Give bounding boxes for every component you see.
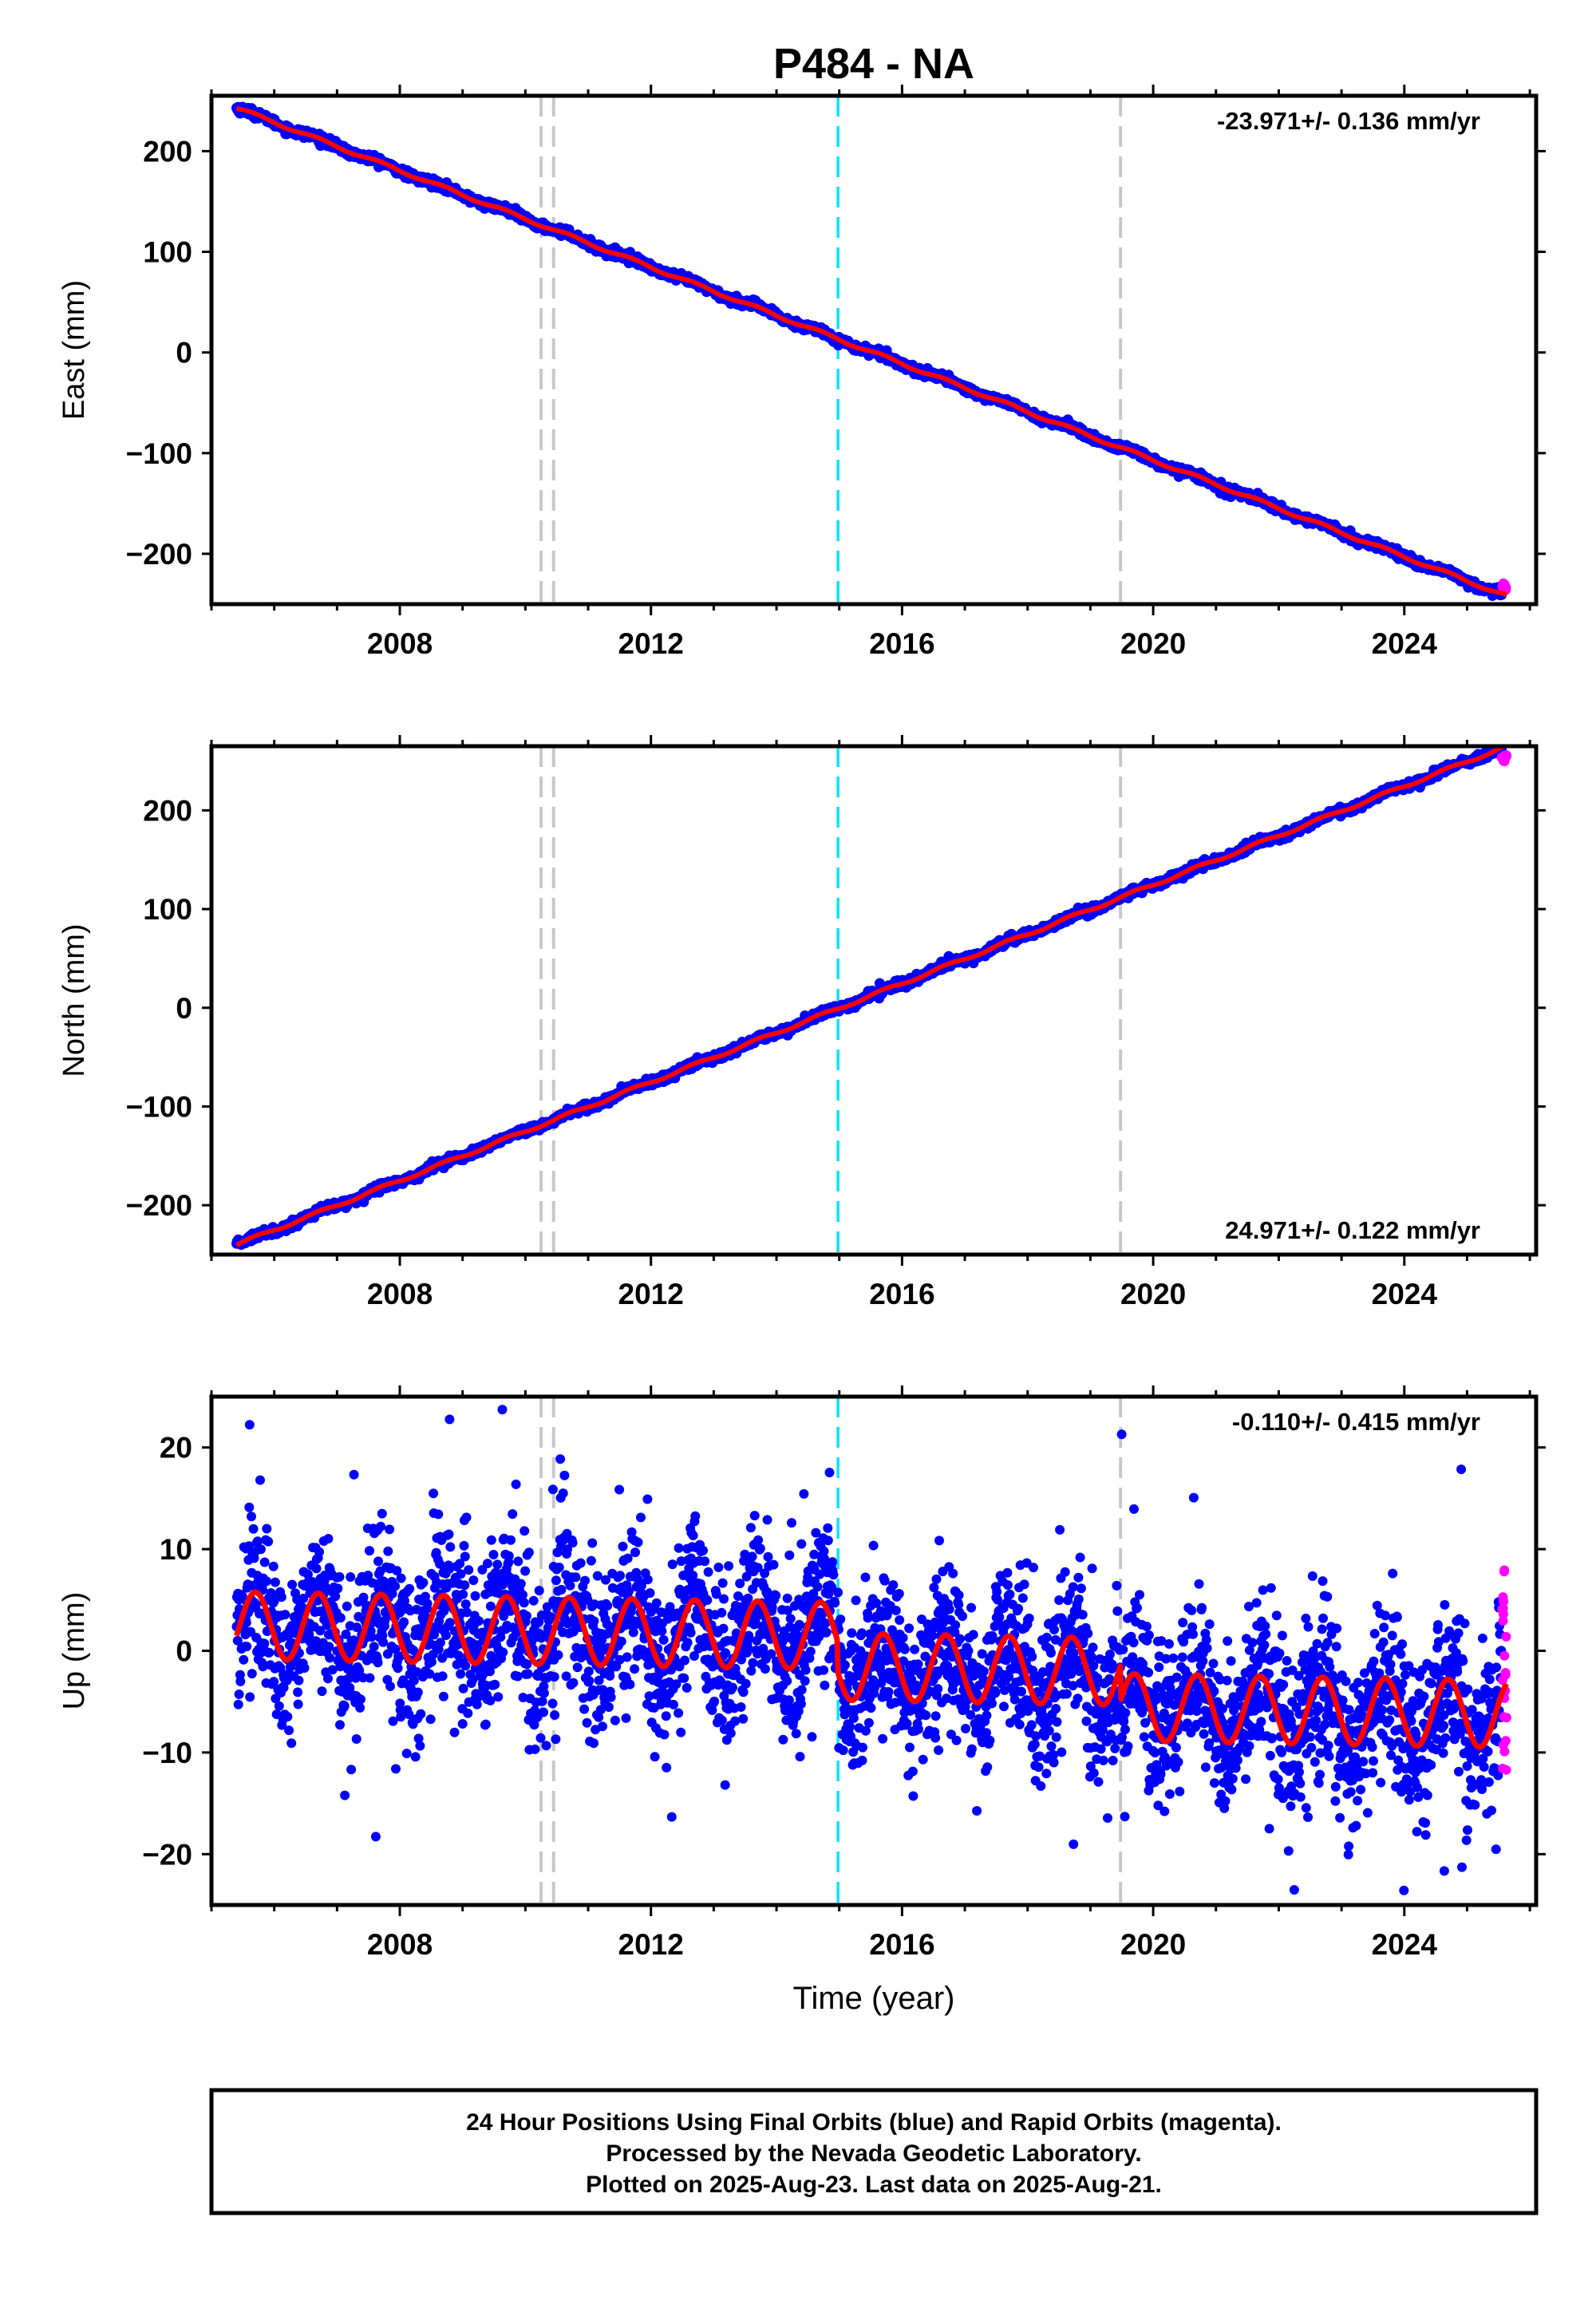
east-x-tick-label: 2024 (1372, 627, 1438, 660)
east-y-tick-label: 100 (143, 236, 192, 269)
up-final-orbit-point (365, 1546, 374, 1556)
north-rate-text: 24.971+/- 0.122 mm/yr (1225, 1216, 1480, 1244)
north-model-fit-line (235, 746, 1508, 1247)
north-y-tick-label: −100 (126, 1090, 192, 1123)
up-final-orbit-point (264, 1647, 275, 1658)
up-final-orbit-point (373, 1556, 383, 1567)
up-final-orbit-point (286, 1738, 297, 1749)
north-x-tick-label: 2012 (618, 1278, 684, 1310)
up-final-orbit-point (259, 1557, 270, 1567)
north-y-tick-label: 200 (143, 794, 192, 827)
north-panel: −200 −100 0 100 200 2008 2012 2016 2020 2024 North… (57, 735, 1546, 1310)
up-final-orbit-point (335, 1613, 346, 1623)
up-final-orbit-point (263, 1536, 274, 1547)
east-rapid-orbit-point (1498, 579, 1509, 591)
up-final-orbit-point (255, 1544, 266, 1555)
up-final-orbit-point (314, 1547, 324, 1557)
up-final-orbit-point (349, 1469, 359, 1480)
east-plot-frame (209, 93, 1539, 607)
east-x-tick-label: 2008 (367, 627, 433, 660)
up-final-orbit-point (235, 1676, 246, 1686)
up-final-orbit-point (339, 1701, 350, 1711)
north-y-tick-label: 100 (143, 893, 192, 926)
up-final-orbit-point (270, 1577, 280, 1587)
up-final-orbit-point (247, 1669, 257, 1679)
up-final-orbit-point (274, 1701, 284, 1711)
up-final-orbit-point (284, 1725, 294, 1736)
up-final-orbit-point (282, 1712, 293, 1722)
east-x-tick-label: 2016 (869, 627, 934, 660)
figure-title: P484 - NA (773, 40, 974, 88)
north-x-tick-label: 2016 (869, 1278, 934, 1310)
up-final-orbit-point (334, 1571, 345, 1582)
up-final-orbit-point (311, 1563, 322, 1574)
east-rapid-orbit-points (1497, 578, 1511, 595)
east-y-tick-label: −100 (126, 437, 192, 470)
up-final-orbit-point (373, 1658, 383, 1668)
up-final-orbit-point (268, 1561, 279, 1571)
up-final-orbit-point (239, 1654, 249, 1665)
up-final-orbit-point (340, 1790, 350, 1800)
up-final-orbit-point (234, 1690, 244, 1699)
up-final-orbit-point (287, 1579, 298, 1590)
north-y-tick-label: 0 (176, 992, 192, 1025)
east-y-axis-label: East (mm) (57, 280, 91, 420)
up-final-orbit-point (370, 1832, 381, 1842)
up-final-orbit-point (335, 1720, 345, 1730)
up-final-orbit-point (247, 1512, 256, 1522)
up-final-orbit-point (376, 1521, 386, 1531)
north-y-tick-label: −200 (126, 1189, 192, 1222)
north-x-tick-label: 2008 (367, 1278, 433, 1310)
up-final-orbit-point (244, 1420, 255, 1430)
up-final-orbit-point (342, 1601, 352, 1611)
up-final-orbit-point (333, 1583, 343, 1594)
up-final-orbit-point (261, 1576, 271, 1587)
up-final-orbit-point (323, 1534, 334, 1543)
east-x-tick-label: 2020 (1120, 627, 1186, 660)
up-final-orbit-point (276, 1592, 286, 1603)
up-final-orbit-point (299, 1663, 310, 1673)
up-final-orbit-point (356, 1694, 365, 1705)
up-final-orbit-point (325, 1653, 335, 1663)
up-final-orbit-point (259, 1638, 270, 1649)
up-final-orbit-point (346, 1572, 356, 1582)
up-final-orbit-point (377, 1508, 387, 1519)
up-final-orbit-point (324, 1642, 334, 1652)
east-y-tick-label: −200 (126, 538, 192, 571)
up-final-orbit-points (231, 1356, 1507, 1895)
north-x-tick-label: 2020 (1120, 1278, 1186, 1310)
up-final-orbit-point (242, 1642, 252, 1652)
east-rate-text: -23.971+/- 0.136 mm/yr (1217, 107, 1480, 135)
up-final-orbit-point (293, 1699, 303, 1709)
north-rapid-orbit-point (1499, 755, 1510, 766)
up-final-orbit-point (369, 1642, 379, 1652)
up-final-orbit-point (248, 1524, 259, 1534)
up-final-orbit-point (251, 1356, 261, 1365)
up-final-orbit-point (355, 1702, 365, 1713)
east-panel: −200 −100 0 100 200 2008 2012 2016 2020 2024 East … (57, 85, 1546, 660)
up-final-orbit-point (351, 1734, 361, 1744)
up-final-orbit-point (365, 1673, 375, 1683)
east-model-fit-line (235, 105, 1508, 597)
east-y-tick-label: 200 (143, 135, 192, 168)
up-final-orbit-point (280, 1610, 290, 1620)
up-final-orbit-point (346, 1765, 357, 1775)
up-final-orbit-point (255, 1475, 265, 1485)
up-final-orbit-point (294, 1675, 304, 1686)
up-final-orbit-point (293, 1687, 303, 1697)
up-final-orbit-point (323, 1674, 333, 1684)
up-final-orbit-point (262, 1524, 272, 1534)
up-final-orbit-point (244, 1502, 255, 1512)
east-y-tick-label: 0 (176, 337, 192, 370)
up-final-orbit-point (233, 1699, 243, 1709)
east-x-tick-label: 2012 (618, 627, 684, 660)
north-y-axis-label: North (mm) (57, 923, 91, 1077)
north-x-tick-label: 2024 (1372, 1278, 1438, 1310)
up-final-orbit-point (245, 1692, 255, 1702)
up-final-orbit-point (317, 1686, 327, 1697)
